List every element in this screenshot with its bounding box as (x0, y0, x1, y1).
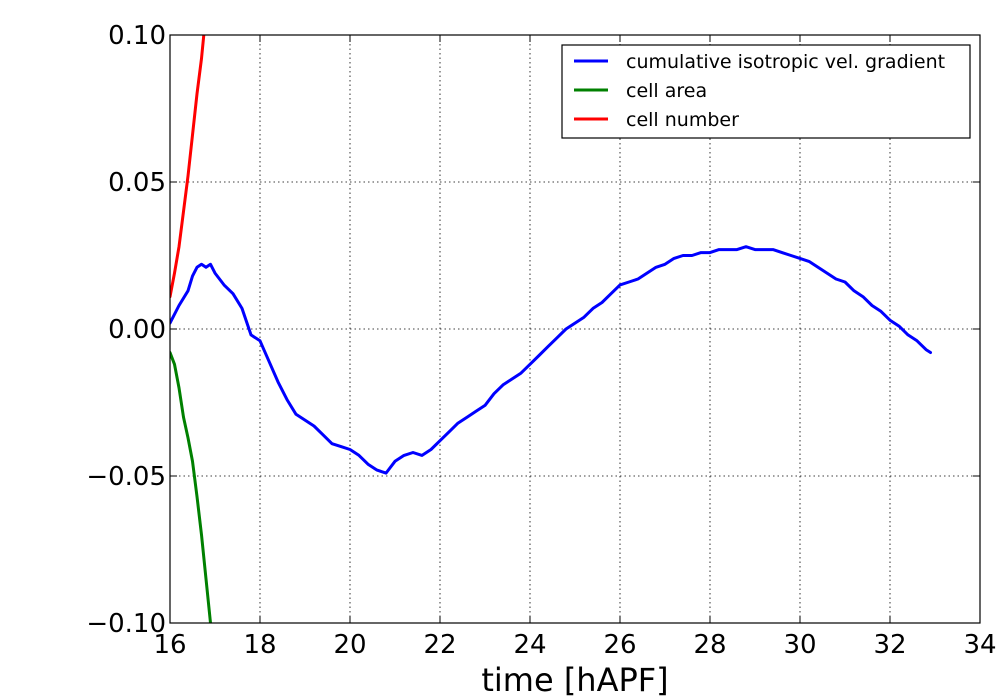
y-tick-label: −0.10 (86, 609, 166, 639)
y-tick-label: −0.05 (86, 462, 166, 492)
y-tick-label: 0.05 (108, 168, 166, 198)
x-tick-label: 26 (603, 630, 636, 660)
x-tick-label: 20 (333, 630, 366, 660)
y-tick-label: 0.10 (108, 21, 166, 51)
y-tick-label: 0.00 (108, 315, 166, 345)
x-axis-label: time [hAPF] (481, 661, 668, 699)
x-tick-label: 32 (873, 630, 906, 660)
x-tick-label: 22 (423, 630, 456, 660)
legend-box (561, 44, 971, 139)
legend-label: cell area (626, 80, 707, 102)
x-tick-label: 34 (963, 630, 996, 660)
series-line-cell-area (170, 351, 212, 623)
legend-label: cell number (626, 109, 739, 131)
x-tick-label: 18 (243, 630, 276, 660)
legend: cumulative isotropic vel. gradient cell a… (561, 44, 971, 139)
series-line-cumulative-isotropic-vel-gradient (170, 245, 932, 475)
x-tick-label: 28 (693, 630, 726, 660)
grid (170, 35, 980, 623)
x-tick-label: 24 (513, 630, 546, 660)
legend-label: cumulative isotropic vel. gradient (626, 51, 945, 73)
tick-labels: 16 18 20 22 24 26 28 30 32 34 −0.10 −0.05 0.00 0.05 0.… (86, 21, 996, 660)
ticks (169, 34, 981, 624)
x-tick-label: 30 (783, 630, 816, 660)
series-line-cell-number (170, 35, 206, 299)
x-tick-label: 16 (153, 630, 186, 660)
series-group (170, 35, 932, 623)
